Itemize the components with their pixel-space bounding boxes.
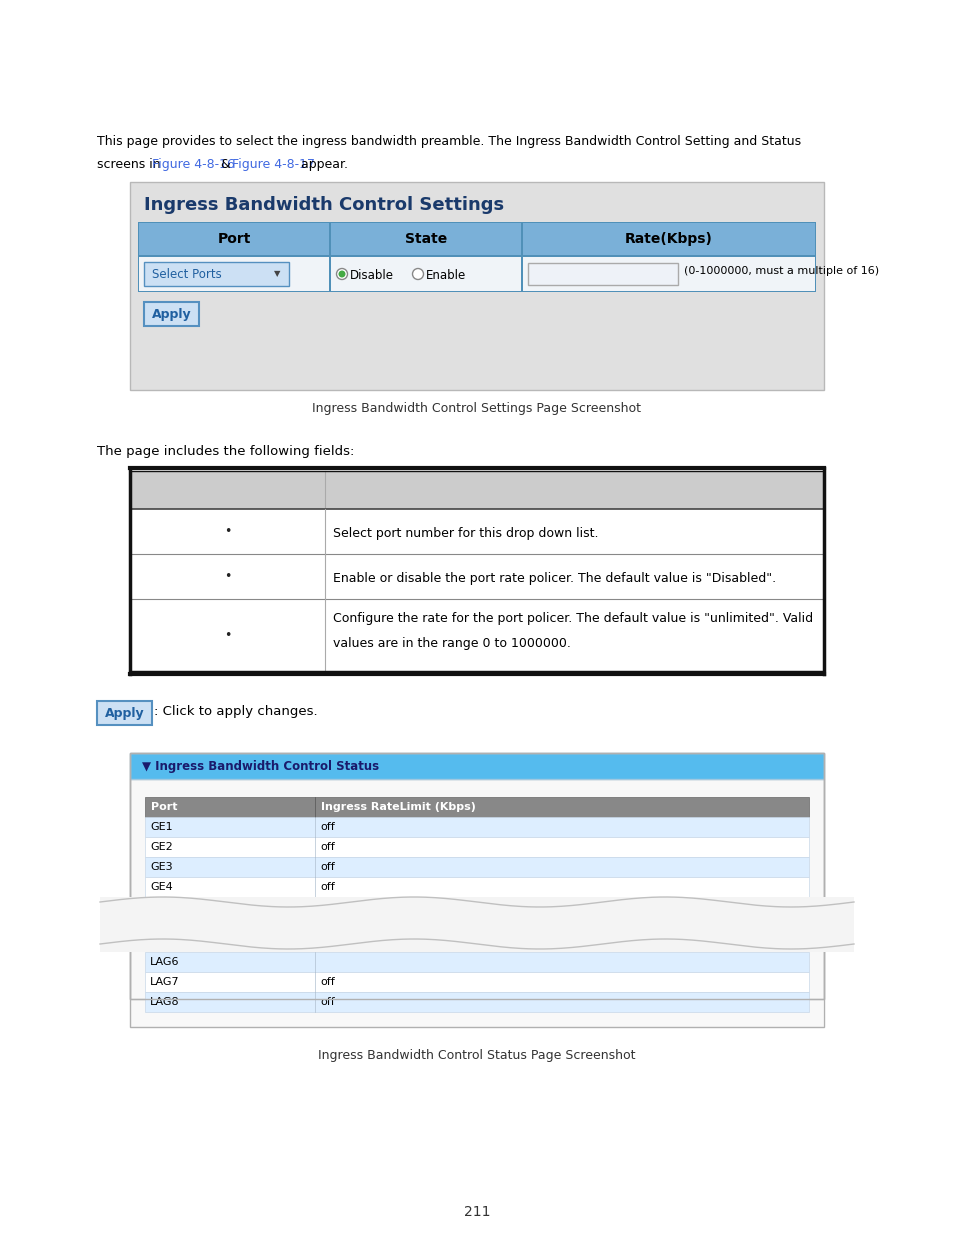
Bar bbox=[130, 182, 823, 390]
Circle shape bbox=[338, 270, 345, 278]
Bar bbox=[130, 779, 823, 999]
Text: off: off bbox=[319, 823, 335, 832]
Text: values are in the range 0 to 1000000.: values are in the range 0 to 1000000. bbox=[333, 637, 570, 650]
Text: •: • bbox=[224, 629, 231, 641]
Text: &: & bbox=[216, 158, 234, 170]
Text: Select Ports: Select Ports bbox=[152, 268, 221, 282]
Text: State: State bbox=[404, 232, 447, 246]
Text: 211: 211 bbox=[463, 1205, 490, 1219]
Text: Port: Port bbox=[151, 802, 177, 811]
Bar bbox=[97, 701, 152, 725]
Bar bbox=[145, 992, 808, 1011]
Text: Ingress RateLimit (Kbps): Ingress RateLimit (Kbps) bbox=[320, 802, 476, 811]
Bar bbox=[130, 753, 823, 1028]
Bar bbox=[522, 224, 814, 254]
Text: Enable: Enable bbox=[426, 269, 466, 282]
Bar bbox=[130, 753, 823, 999]
Text: Apply: Apply bbox=[152, 308, 192, 321]
Text: Rate(Kbps): Rate(Kbps) bbox=[624, 232, 712, 246]
Text: off: off bbox=[319, 882, 335, 892]
Text: This page provides to select the ingress bandwidth preamble. The Ingress Bandwid: This page provides to select the ingress… bbox=[97, 135, 801, 148]
Text: •: • bbox=[224, 525, 231, 538]
Text: LAG7: LAG7 bbox=[150, 977, 179, 987]
Bar bbox=[331, 224, 520, 254]
Text: Figure 4-8-16: Figure 4-8-16 bbox=[152, 158, 234, 170]
Bar bbox=[139, 224, 329, 254]
Bar bbox=[130, 779, 823, 784]
Bar bbox=[138, 222, 815, 256]
Text: ▼ Ingress Bandwidth Control Status: ▼ Ingress Bandwidth Control Status bbox=[142, 760, 378, 773]
Text: LAG6: LAG6 bbox=[150, 957, 179, 967]
Text: Figure 4-8-17: Figure 4-8-17 bbox=[232, 158, 314, 170]
Text: GE4: GE4 bbox=[150, 882, 172, 892]
Text: (0-1000000, must a multiple of 16): (0-1000000, must a multiple of 16) bbox=[683, 266, 879, 275]
Bar bbox=[144, 262, 289, 287]
Text: •: • bbox=[224, 571, 231, 583]
Bar bbox=[145, 877, 808, 897]
Text: off: off bbox=[319, 977, 335, 987]
Text: ▼: ▼ bbox=[274, 269, 280, 279]
Text: Enable or disable the port rate policer. The default value is "Disabled".: Enable or disable the port rate policer.… bbox=[333, 572, 776, 584]
Text: Disable: Disable bbox=[350, 269, 394, 282]
Bar bbox=[527, 263, 678, 285]
Text: Port: Port bbox=[217, 232, 251, 246]
Text: : Click to apply changes.: : Click to apply changes. bbox=[153, 705, 317, 718]
Text: The page includes the following fields:: The page includes the following fields: bbox=[97, 445, 354, 458]
Bar bbox=[145, 972, 808, 992]
Text: GE3: GE3 bbox=[150, 862, 172, 872]
Bar bbox=[130, 471, 823, 509]
Text: off: off bbox=[319, 862, 335, 872]
Bar bbox=[144, 303, 199, 326]
Text: Select port number for this drop down list.: Select port number for this drop down li… bbox=[333, 526, 598, 540]
Text: Apply: Apply bbox=[105, 706, 144, 720]
Text: appear.: appear. bbox=[296, 158, 348, 170]
Text: LAG8: LAG8 bbox=[150, 997, 179, 1007]
Bar bbox=[145, 797, 808, 818]
Text: Ingress Bandwidth Control Settings: Ingress Bandwidth Control Settings bbox=[144, 196, 503, 214]
Text: Configure the rate for the port policer. The default value is "unlimited". Valid: Configure the rate for the port policer.… bbox=[333, 613, 812, 625]
Bar bbox=[145, 837, 808, 857]
Bar bbox=[145, 857, 808, 877]
Bar bbox=[131, 779, 822, 1028]
Text: Ingress Bandwidth Control Settings Page Screenshot: Ingress Bandwidth Control Settings Page … bbox=[313, 403, 640, 415]
Bar bbox=[331, 257, 520, 291]
Text: GE2: GE2 bbox=[150, 842, 172, 852]
Text: GE1: GE1 bbox=[150, 823, 172, 832]
Bar bbox=[522, 257, 814, 291]
Bar bbox=[139, 257, 329, 291]
Bar bbox=[100, 897, 853, 952]
Text: Ingress Bandwidth Control Status Page Screenshot: Ingress Bandwidth Control Status Page Sc… bbox=[318, 1049, 635, 1062]
Bar bbox=[145, 952, 808, 972]
Circle shape bbox=[336, 268, 347, 279]
Text: screens in: screens in bbox=[97, 158, 165, 170]
Bar bbox=[138, 256, 815, 291]
Text: off: off bbox=[319, 842, 335, 852]
Bar bbox=[145, 818, 808, 837]
Text: off: off bbox=[319, 997, 335, 1007]
Bar bbox=[130, 753, 823, 779]
Circle shape bbox=[412, 268, 423, 279]
